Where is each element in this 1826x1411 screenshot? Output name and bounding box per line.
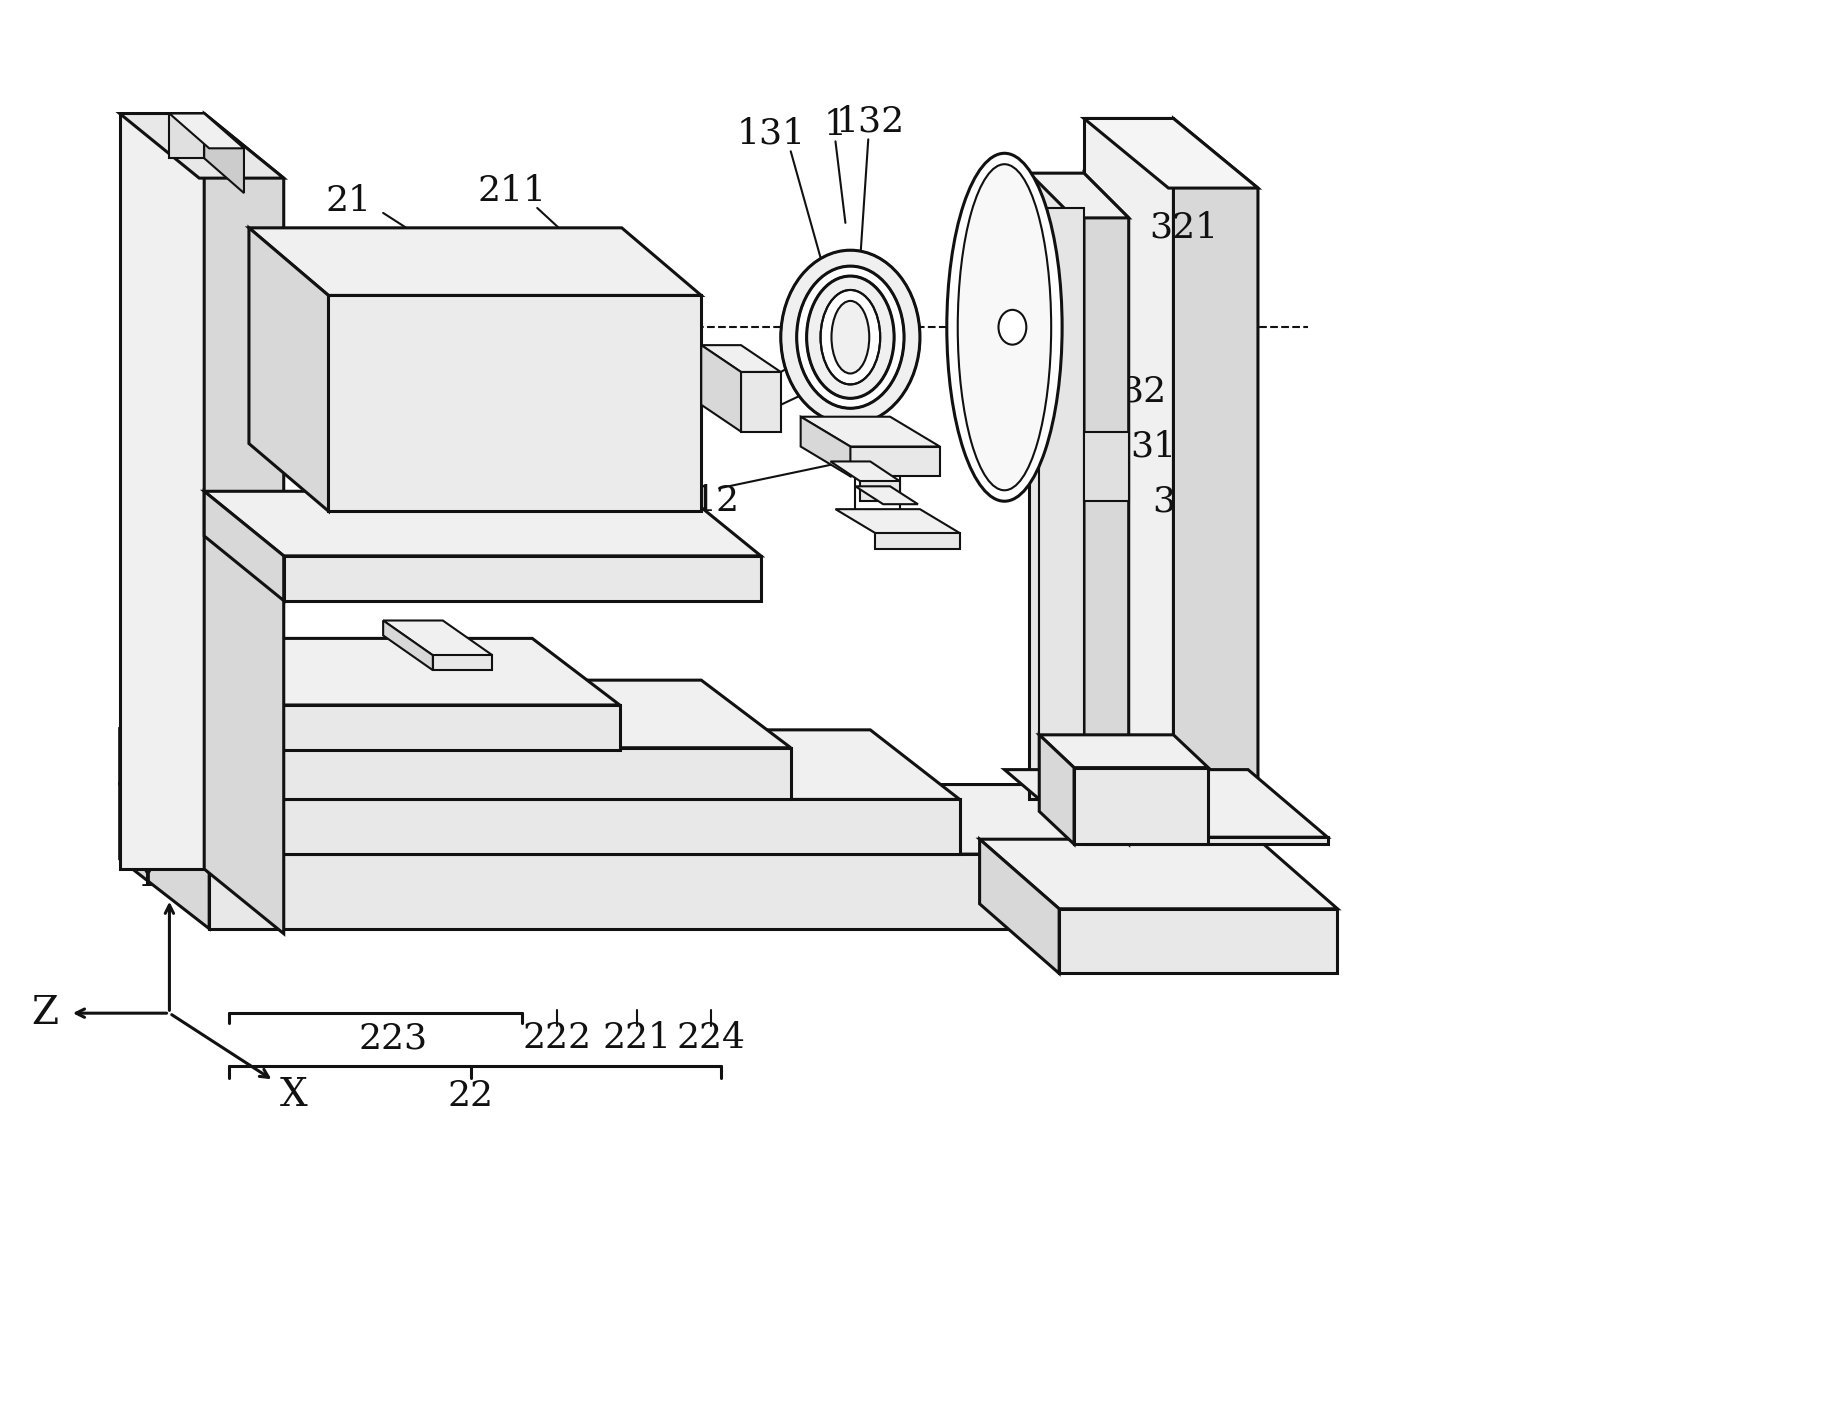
Polygon shape [1174, 119, 1258, 919]
Polygon shape [1085, 174, 1128, 844]
Polygon shape [121, 113, 205, 869]
Polygon shape [1085, 837, 1328, 844]
Text: 21: 21 [325, 183, 371, 217]
Polygon shape [121, 113, 283, 178]
Polygon shape [283, 556, 761, 601]
Polygon shape [159, 680, 248, 800]
Text: 132: 132 [836, 104, 906, 138]
Polygon shape [831, 461, 900, 481]
Polygon shape [860, 481, 900, 501]
Polygon shape [190, 638, 276, 749]
Polygon shape [329, 295, 701, 511]
Polygon shape [1004, 769, 1328, 837]
Polygon shape [205, 491, 761, 556]
Polygon shape [170, 113, 205, 158]
Polygon shape [383, 621, 493, 655]
Polygon shape [979, 840, 1059, 974]
Polygon shape [701, 346, 782, 373]
Polygon shape [1059, 909, 1337, 974]
Text: 1: 1 [824, 109, 847, 143]
Polygon shape [851, 446, 940, 477]
Ellipse shape [831, 301, 869, 374]
Polygon shape [1030, 174, 1128, 217]
Polygon shape [159, 680, 791, 748]
Ellipse shape [957, 164, 1052, 490]
Ellipse shape [999, 310, 1026, 344]
Ellipse shape [820, 291, 880, 384]
Polygon shape [121, 729, 210, 854]
Polygon shape [701, 346, 741, 432]
Ellipse shape [807, 277, 895, 398]
Polygon shape [800, 416, 851, 477]
Polygon shape [205, 113, 245, 193]
Polygon shape [210, 800, 960, 854]
Polygon shape [1085, 119, 1174, 849]
Text: 224: 224 [677, 1022, 745, 1055]
Text: X: X [279, 1077, 307, 1115]
Polygon shape [875, 533, 960, 549]
Polygon shape [979, 840, 1337, 909]
Polygon shape [190, 638, 619, 706]
Polygon shape [276, 706, 619, 749]
Text: 31: 31 [1130, 429, 1176, 464]
Polygon shape [170, 113, 245, 148]
Polygon shape [121, 785, 1169, 854]
Text: 223: 223 [358, 1022, 427, 1055]
Polygon shape [1039, 207, 1085, 769]
Ellipse shape [782, 250, 920, 425]
Polygon shape [433, 655, 493, 670]
Polygon shape [248, 227, 701, 295]
Text: Y: Y [135, 858, 161, 895]
Text: 221: 221 [603, 1022, 672, 1055]
Polygon shape [1085, 119, 1258, 188]
Polygon shape [205, 491, 283, 601]
Text: 32: 32 [1121, 375, 1167, 409]
Text: 131: 131 [736, 116, 805, 151]
Text: 3: 3 [1152, 484, 1176, 518]
Text: 12: 12 [694, 484, 740, 518]
Polygon shape [121, 729, 960, 800]
Polygon shape [248, 748, 791, 800]
Polygon shape [205, 113, 283, 934]
Polygon shape [121, 785, 210, 928]
Ellipse shape [948, 154, 1063, 501]
Polygon shape [248, 227, 329, 511]
Ellipse shape [796, 267, 904, 408]
Polygon shape [210, 854, 1169, 928]
Polygon shape [836, 509, 960, 533]
Text: 222: 222 [522, 1022, 592, 1055]
Text: 22: 22 [447, 1078, 493, 1113]
Polygon shape [1085, 432, 1128, 501]
Text: 211: 211 [478, 174, 546, 207]
Polygon shape [741, 373, 782, 432]
Text: Z: Z [31, 995, 58, 1031]
Polygon shape [800, 416, 940, 446]
Text: 321: 321 [1149, 210, 1218, 246]
Polygon shape [855, 487, 918, 504]
Polygon shape [1039, 735, 1209, 768]
Polygon shape [1074, 768, 1209, 844]
Polygon shape [1039, 735, 1074, 844]
Polygon shape [1030, 174, 1085, 800]
Polygon shape [383, 621, 433, 670]
